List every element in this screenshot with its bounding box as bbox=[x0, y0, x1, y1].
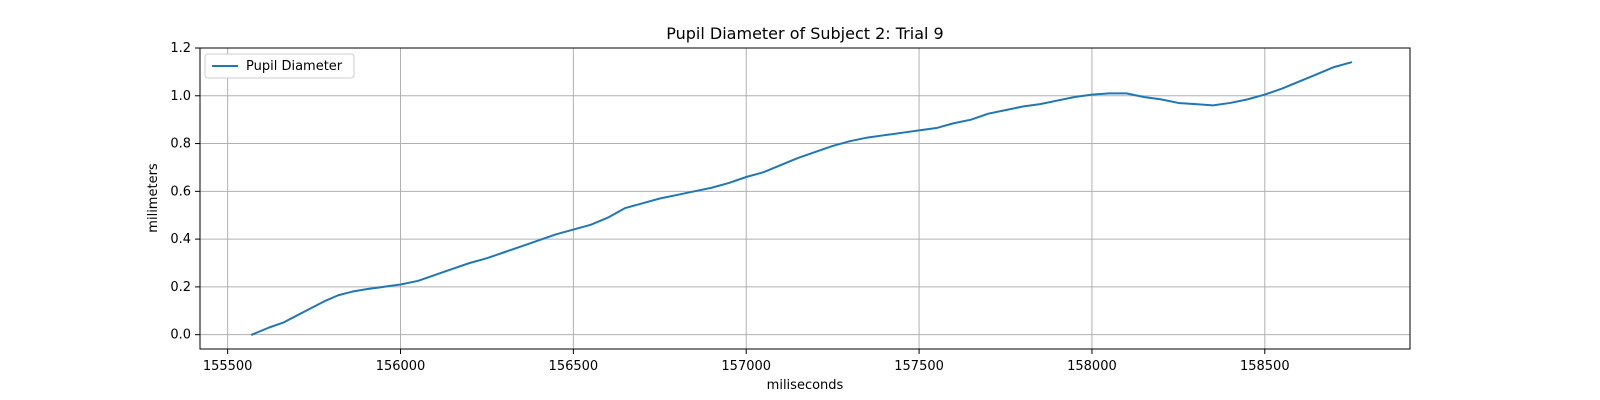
x-tick-label: 156500 bbox=[549, 359, 599, 374]
x-tick-label: 157500 bbox=[894, 359, 944, 374]
plot-frame bbox=[199, 47, 1411, 350]
y-ticks-layer: 0.0 0.2 0.4 0.6 0.8 1.0 1.2 bbox=[170, 41, 200, 343]
y-tick-label: 0.0 bbox=[170, 328, 191, 343]
y-tick-label: 1.0 bbox=[170, 89, 191, 104]
grid-layer bbox=[200, 47, 1410, 349]
x-tick-label: 158000 bbox=[1067, 359, 1117, 374]
legend-box bbox=[204, 53, 355, 79]
y-tick-label: 0.6 bbox=[170, 184, 191, 199]
x-tick-label: 156000 bbox=[376, 359, 426, 374]
series-layer bbox=[250, 61, 1353, 336]
y-tick-label: 0.8 bbox=[170, 137, 191, 152]
x-tick-label: 155500 bbox=[203, 359, 253, 374]
x-ticks-layer: 155500 156000 156500 157000 157500 158000 1585… bbox=[203, 349, 1290, 374]
y-axis-label: milimeters bbox=[146, 163, 161, 233]
legend: Pupil Diameter bbox=[204, 53, 355, 79]
series-line-pupil-diameter bbox=[250, 61, 1353, 336]
legend-label-pupil-diameter: Pupil Diameter bbox=[246, 59, 343, 74]
chart-title: Pupil Diameter of Subject 2: Trial 9 bbox=[666, 24, 943, 43]
y-tick-label: 0.2 bbox=[170, 280, 191, 295]
x-tick-label: 158500 bbox=[1240, 359, 1290, 374]
y-tick-label: 0.4 bbox=[170, 232, 191, 247]
x-axis-label: miliseconds bbox=[767, 378, 844, 393]
x-tick-label: 157000 bbox=[721, 359, 771, 374]
y-tick-label: 1.2 bbox=[170, 41, 191, 56]
